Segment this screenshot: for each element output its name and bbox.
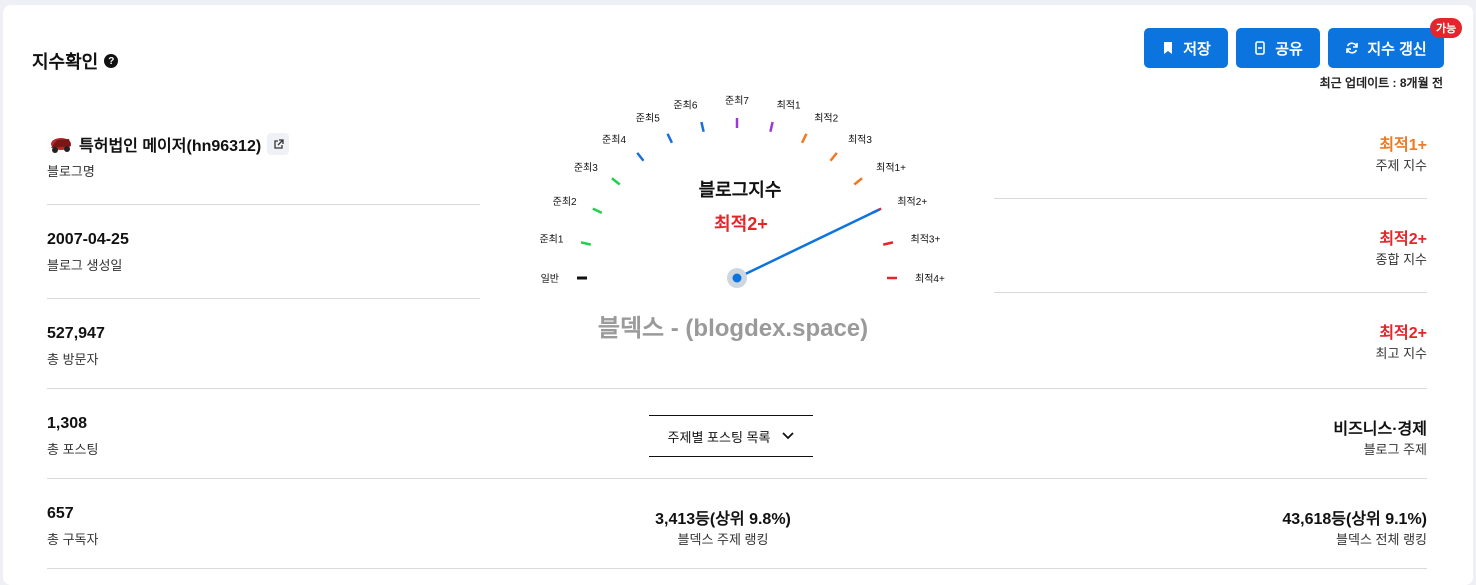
created-date-label: 블로그 생성일 [47,258,123,273]
total-posts-label: 총 포스팅 [47,442,99,457]
bookmark-icon [1164,42,1173,54]
blog-name-label: 블로그명 [47,164,95,179]
blog-name: 특허법인 메이저(hn96312) [47,132,290,156]
created-date: 2007-04-25 [47,231,129,248]
gauge-tick [611,177,621,186]
blog-category-label: 블로그 주제 [1363,442,1427,457]
gauge-tick [800,133,808,144]
topic-posting-dropdown[interactable]: 주제별 포스팅 목록 [649,415,813,457]
gauge-tick [592,207,603,215]
share-icon [1255,41,1265,55]
dropdown-label: 주제별 포스팅 목록 [667,429,771,445]
divider [47,478,1427,479]
gauge-tick-label: 일반 [541,273,559,285]
gauge-tick-label: 최적1+ [876,162,906,174]
divider [47,388,1427,389]
gauge-hub-dot [732,273,742,283]
blog-avatar-icon [51,138,71,153]
total-visitors: 527,947 [47,325,105,342]
gauge-needle [736,208,880,280]
gauge-tick-label: 최적2+ [897,196,927,208]
topic-rank-label: 블덱스 주제 랭킹 [677,532,769,547]
divider [47,204,480,205]
gauge-tick-label: 준최3 [574,162,598,174]
blog-index-gauge: 일반 준최1 준최2 준최3 준최4 준최5 준최6 준최7 최적1 최적2 최적3 최적1+ 최적2+… [539,95,945,288]
divider [994,292,1427,293]
refresh-index-button[interactable]: 지수 갱신 [1328,28,1444,68]
save-button[interactable]: 저장 [1144,28,1228,68]
blog-name-text: 특허법인 메이저(hn96312) [79,138,262,155]
divider [47,568,1427,569]
gauge-tick [666,133,674,144]
total-visitors-label: 총 방문자 [47,352,99,367]
gauge-tick-label: 최적2 [814,113,838,125]
gauge-tick-label: 준최6 [673,99,697,111]
overall-index-label: 종합 지수 [1375,252,1427,267]
total-subscribers-label: 총 구독자 [47,532,99,547]
gauge-tick [829,152,838,162]
max-index: 최적2+ [1379,325,1427,342]
gauge-tick [636,152,645,162]
gauge-tick [882,241,894,246]
share-button-label: 공유 [1275,40,1303,58]
last-updated-text: 최근 업데이트 : 8개월 전 [1319,76,1443,90]
watermark: 블덱스 - (blogdex.space) [597,315,869,342]
gauge-tick-label: 준최5 [636,113,660,125]
refresh-button-label: 지수 갱신 [1367,40,1427,58]
external-link-icon[interactable] [267,133,290,155]
overall-index: 최적2+ [1379,231,1427,248]
gauge-tick-label: 최적3 [848,134,872,146]
gauge-tick-label: 최적1 [777,99,801,111]
index-card [3,5,1473,585]
topic-index: 최적1+ [1379,137,1427,154]
gauge-tick-label: 최적3+ [911,233,941,245]
gauge-tick-label: 최적4+ [915,273,945,285]
gauge-tick [853,177,863,186]
share-button[interactable]: 공유 [1236,28,1320,68]
gauge-tick [700,121,705,133]
total-subscribers: 657 [47,505,74,522]
refresh-available-badge: 가능 [1430,18,1463,38]
gauge-title: 블로그지수 [698,180,782,200]
divider [47,298,480,299]
total-rank-label: 블덱스 전체 랭킹 [1336,532,1427,547]
gauge-value: 최적2+ [714,214,768,234]
page-title-text: 지수확인 [32,52,99,72]
gauge-tick-label: 준최4 [602,134,626,146]
refresh-icon [1346,42,1359,54]
page-title: 지수확인 ? [32,48,119,74]
gauge-tick-label: 준최2 [553,196,577,208]
save-button-label: 저장 [1183,40,1211,58]
chevron-down-icon [782,432,795,440]
total-posts: 1,308 [47,415,88,432]
total-rank: 43,618등(상위 9.1%) [1282,511,1427,528]
gauge-tick-label: 준최7 [725,95,749,107]
topic-rank: 3,413등(상위 9.8%) [655,511,791,528]
question-circle-icon[interactable]: ? [104,54,119,68]
max-index-label: 최고 지수 [1375,346,1427,361]
gauge-tick [580,241,592,246]
gauge-tick-label: 준최1 [539,233,563,245]
topic-index-label: 주제 지수 [1375,158,1427,173]
divider [994,198,1427,199]
blog-category: 비즈니스·경제 [1333,421,1427,438]
gauge-tick [769,121,774,133]
